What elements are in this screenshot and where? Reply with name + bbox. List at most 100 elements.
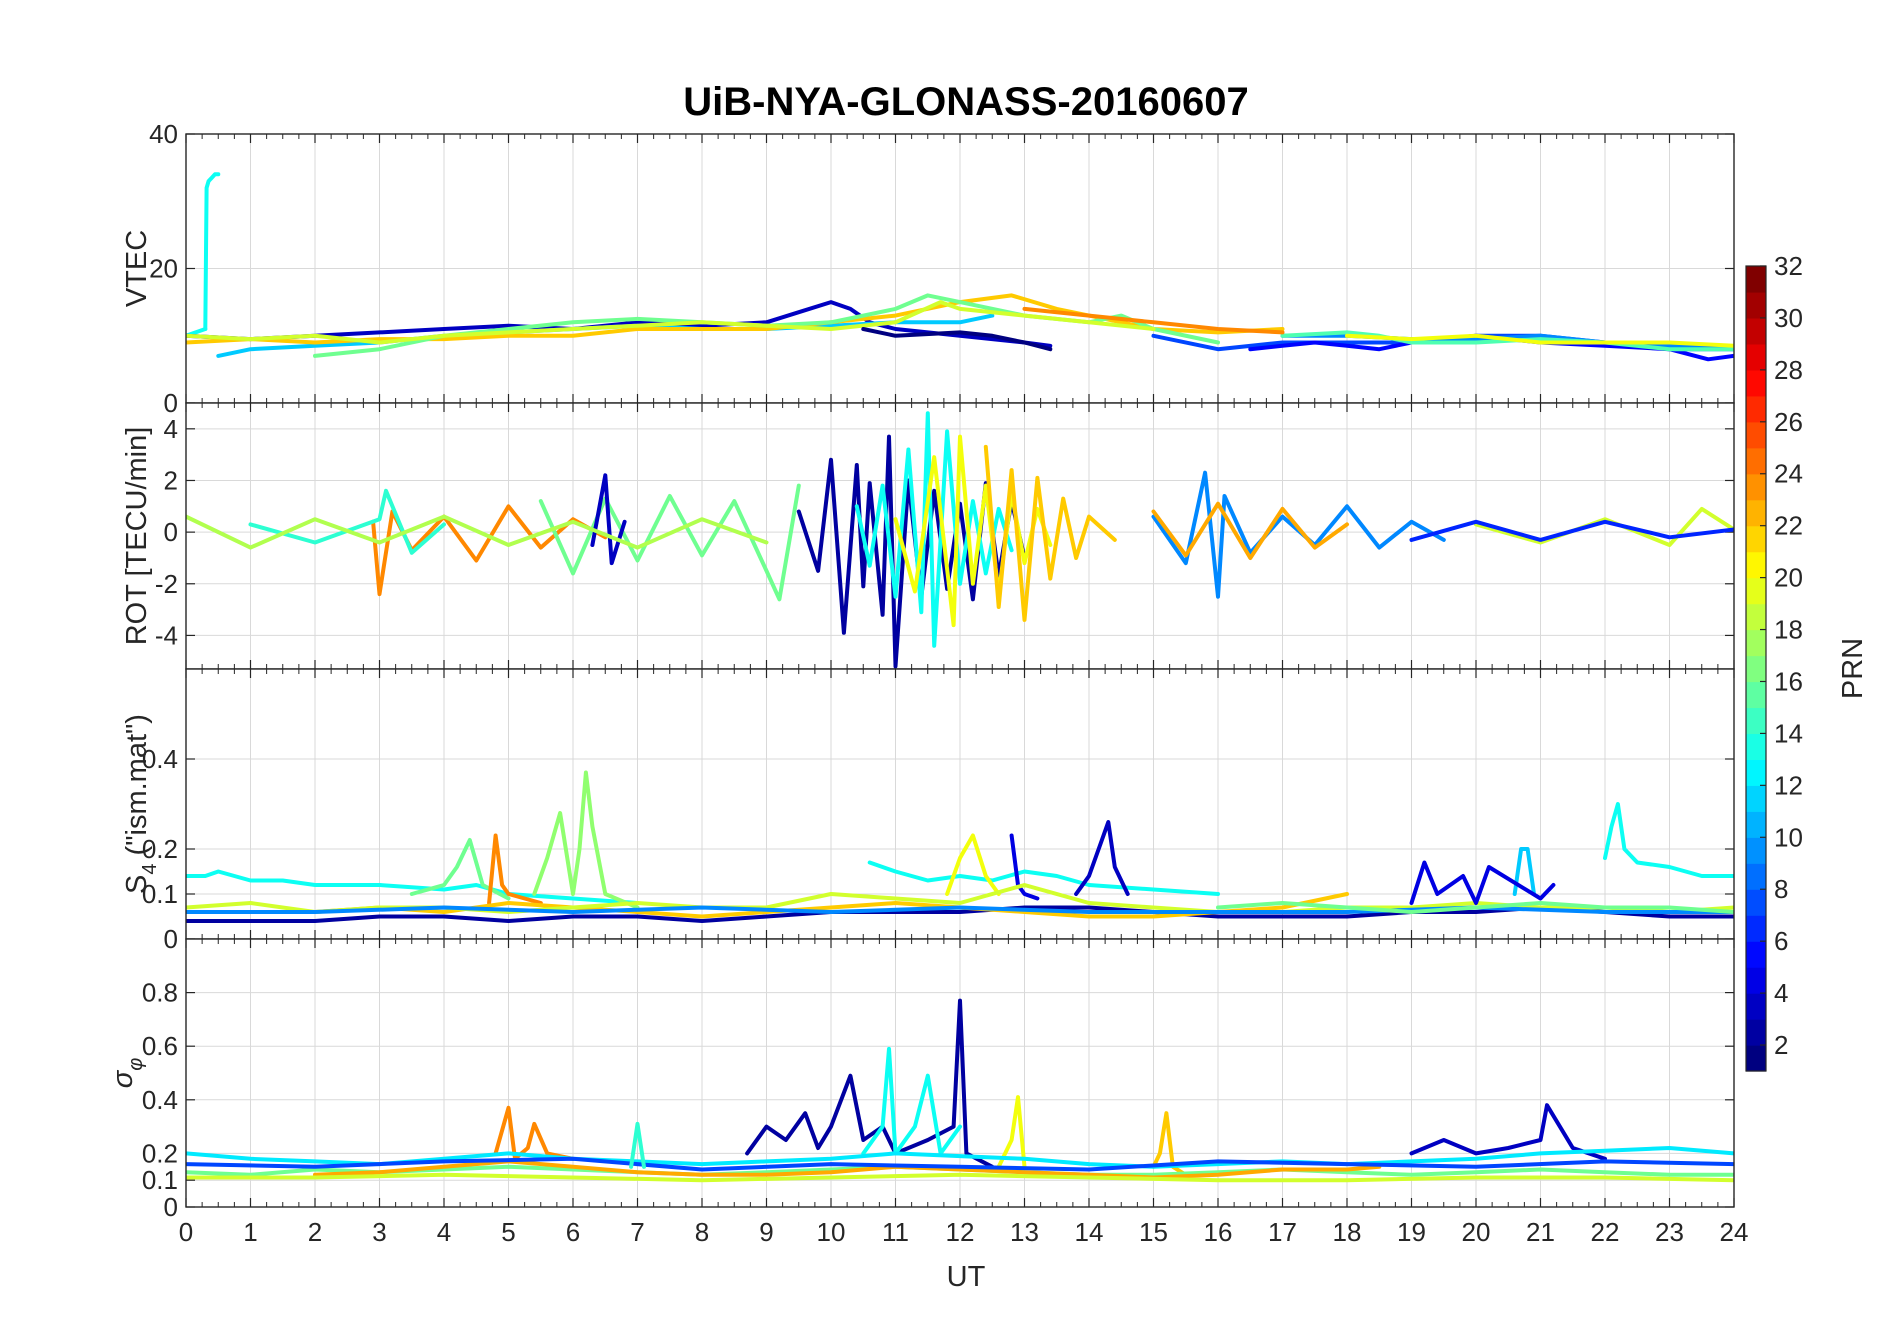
colorbar-segment: [1746, 655, 1766, 683]
colorbar-segment: [1746, 785, 1766, 812]
colorbar-segment: [1746, 967, 1766, 994]
x-tick-label: 4: [437, 1217, 451, 1247]
colorbar-tick-label: 26: [1774, 407, 1803, 437]
series-line-prn-15: [1280, 330, 1734, 352]
panel-rot: -4 -2 0 2 4 ROT [TECU/min]: [121, 402, 1735, 670]
y-tick-label: 0.4: [142, 1085, 178, 1115]
x-tick-label: 9: [759, 1217, 773, 1247]
colorbar-segment: [1746, 343, 1766, 371]
chart-title: UiB-NYA-GLONASS-20160607: [683, 80, 1248, 124]
x-tick-label: 5: [501, 1217, 515, 1247]
colorbar-frame: [1745, 265, 1767, 1072]
series-line-prn-18: [186, 514, 769, 550]
series-line-prn-16: [409, 838, 511, 901]
series-line-prn-24: [493, 1105, 575, 1161]
y-tick-label: 20: [149, 254, 178, 284]
x-tick-label: 11: [882, 1217, 909, 1247]
colorbar-segment: [1746, 993, 1766, 1020]
series-line-prn-19: [186, 300, 1156, 345]
x-tick-label: 24: [1720, 1217, 1749, 1247]
y-tick-label: 0: [164, 924, 178, 954]
series-line-prn-1: [861, 327, 1053, 352]
series-line-prn-13: [1603, 802, 1734, 878]
colorbar-tick-label: 18: [1774, 615, 1803, 645]
x-tick-label: 19: [1397, 1217, 1426, 1247]
series-line-prn-13: [861, 1046, 962, 1156]
y-tick-label: 40: [149, 119, 178, 149]
series-line-prn-14: [629, 1121, 646, 1169]
y-tick-label: -2: [155, 569, 178, 599]
series-line-prn-13: [854, 411, 1014, 648]
colorbar-tick-label: 4: [1774, 978, 1788, 1008]
series-line-prn-22: [313, 892, 1349, 919]
series-line-prn-11: [1512, 847, 1536, 896]
series-line-prn-7: [186, 1156, 1734, 1172]
colorbar-segment: [1746, 1045, 1766, 1072]
y-tick-label: 0.8: [142, 978, 178, 1008]
colorbar-segment: [1746, 525, 1766, 553]
series-line-prn-19: [1474, 506, 1734, 547]
series-line-prn-24: [1022, 306, 1285, 335]
y-axis-label: ROT [TECU/min]: [121, 427, 153, 646]
series-line-prn-13: [186, 869, 640, 905]
y-tick-label: 0: [164, 388, 178, 418]
series-line-prn-2: [745, 998, 995, 1169]
y-axis-label: VTEC: [121, 230, 153, 307]
colorbar-tick-label: 30: [1774, 303, 1803, 333]
panel-sigma: 00.10.2 0.4 0.6 0.8 σφ: [107, 938, 1735, 1222]
x-tick-label: 6: [566, 1217, 580, 1247]
y-axis-label: S4 ("ism.mat"): [121, 714, 161, 894]
series-line-prn-22: [983, 444, 1117, 622]
colorbar-segment: [1746, 837, 1766, 864]
colorbar-segment: [1746, 915, 1766, 942]
y-tick-label: 0.4: [142, 744, 178, 774]
series-line-prn-16: [1216, 901, 1734, 914]
series-line-prn-6: [1409, 519, 1734, 542]
colorbar-segment: [1746, 603, 1766, 631]
panel-s4: 0 0.1 0.2 0.4S4 ("ism.mat"): [121, 668, 1735, 954]
series-line-prn-4: [1409, 860, 1556, 905]
series-line-prn-16: [313, 293, 1220, 358]
series-line-prn-4: [1009, 833, 1040, 901]
colorbar-segment: [1746, 317, 1766, 345]
series-line-prn-17: [532, 770, 640, 910]
series-line-prn-2: [186, 905, 1734, 923]
colorbar-segment: [1746, 681, 1766, 709]
colorbar-tick-label: 8: [1774, 874, 1788, 904]
colorbar-tick-label: 28: [1774, 355, 1803, 385]
colorbar-tick-label: 10: [1774, 822, 1803, 852]
colorbar-tick-label: 12: [1774, 770, 1803, 800]
x-tick-label: 21: [1526, 1217, 1555, 1247]
y-tick-label: 0.1: [142, 879, 178, 909]
series-group: [186, 172, 1734, 362]
x-tick-label: 0: [179, 1217, 193, 1247]
colorbar-segment: [1746, 759, 1766, 786]
y-tick-label: 0.1: [142, 1165, 178, 1195]
x-tick-label: 2: [308, 1217, 322, 1247]
colorbar-segment: [1746, 1019, 1766, 1046]
series-line-prn-20: [945, 833, 1001, 896]
colorbar-label: PRN: [1837, 638, 1869, 699]
colorbar-segment: [1746, 421, 1766, 449]
series-group: [186, 998, 1734, 1183]
x-tick-label: 14: [1075, 1217, 1104, 1247]
y-tick-label: 2: [164, 465, 178, 495]
colorbar-tick-label: 22: [1774, 511, 1803, 541]
colorbar-segment: [1746, 473, 1766, 501]
series-line-prn-20: [893, 434, 1053, 628]
colorbar-tick-label: 24: [1774, 459, 1803, 489]
series-line-prn-20: [996, 1095, 1027, 1169]
x-tick-label: 1: [243, 1217, 257, 1247]
colorbar-segment: [1746, 733, 1766, 760]
colorbar-segment: [1746, 499, 1766, 527]
x-tick-label: 18: [1333, 1217, 1362, 1247]
x-axis-label: UT: [947, 1261, 986, 1293]
colorbar-segment: [1746, 941, 1766, 968]
colorbar-segment: [1746, 707, 1766, 735]
series-line-prn-3: [1409, 1103, 1607, 1161]
colorbar-segment: [1746, 811, 1766, 838]
colorbar-segment: [1746, 266, 1766, 293]
x-tick-label: 12: [946, 1217, 975, 1247]
